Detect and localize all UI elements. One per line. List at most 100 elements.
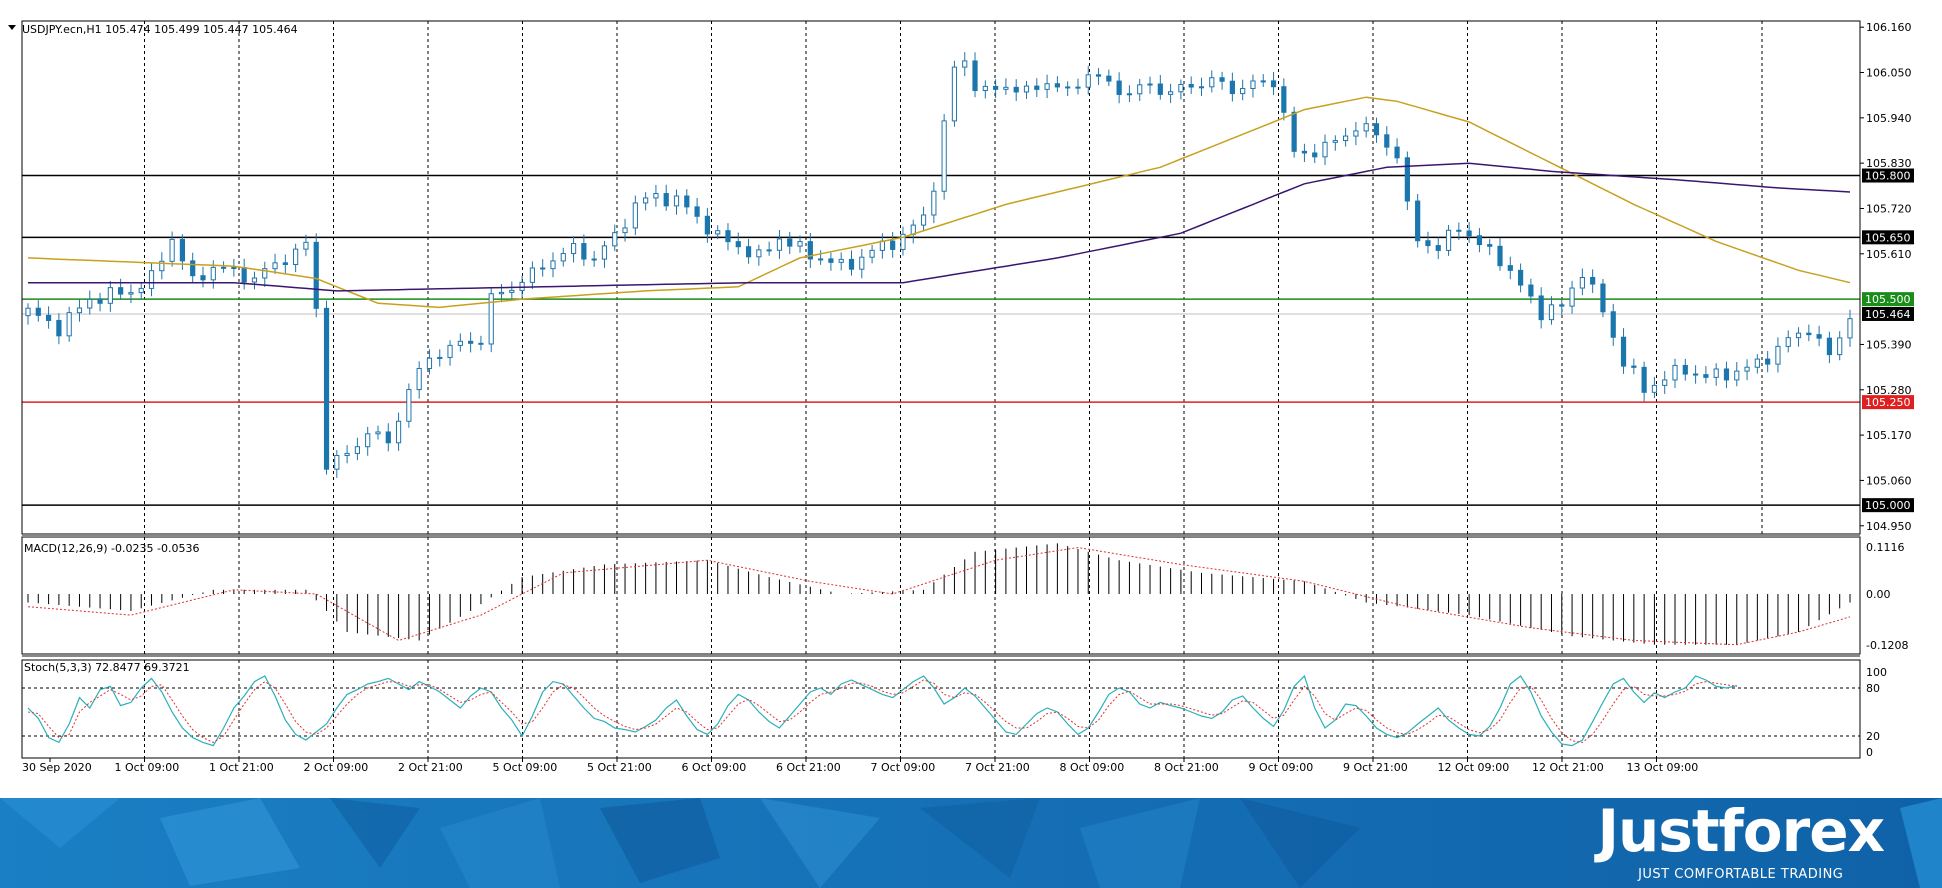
candle-body-bull xyxy=(1126,93,1133,96)
candle-body-bull xyxy=(488,293,494,345)
candle-body-bull xyxy=(931,190,937,216)
candle-body-bull xyxy=(560,253,566,262)
candle-body-bull xyxy=(406,389,412,422)
candle-body-bull xyxy=(1178,83,1184,93)
candle-body-bear xyxy=(1291,111,1297,152)
chart-grid xyxy=(144,21,1763,758)
price-level-tag xyxy=(1862,498,1914,513)
candle-body-bull xyxy=(1260,80,1266,83)
candle-body-bear xyxy=(1600,283,1606,313)
candle-body-bull xyxy=(128,292,134,295)
candle-body-bull xyxy=(210,266,216,281)
candle-body-bull xyxy=(715,230,721,235)
candle-body-bull xyxy=(1250,80,1256,89)
panel-frame xyxy=(21,20,1861,535)
candle-body-bear xyxy=(323,307,330,470)
candle-body-bull xyxy=(334,454,340,470)
candle-body-bear xyxy=(1301,150,1308,154)
macd-y-tick-label: 0.1116 xyxy=(1866,541,1905,554)
candle-body-bear xyxy=(1281,86,1287,113)
candle-body-bull xyxy=(1775,345,1781,365)
candle-body-bear xyxy=(1312,152,1318,158)
candle-body-bull xyxy=(1198,86,1205,89)
y-tick-label: 106.050 xyxy=(1866,67,1912,80)
candle-body-bull xyxy=(1754,358,1760,368)
candle-body-bull xyxy=(148,270,155,289)
x-tick-label: 8 Oct 09:00 xyxy=(1060,761,1125,774)
candle-body-bear xyxy=(468,340,474,344)
candle-body-bear xyxy=(1404,157,1410,202)
candle-body-bull xyxy=(1651,384,1658,393)
panel-frame xyxy=(21,659,1861,759)
candle-body-bear xyxy=(1610,311,1616,338)
candle-body-bear xyxy=(1476,235,1483,246)
candle-body-bear xyxy=(972,60,978,92)
stoch-header: Stoch(5,3,3) 72.8477 69.3721 xyxy=(24,661,190,674)
candle-body-bear xyxy=(1013,86,1019,93)
candle-body-bear xyxy=(1692,373,1699,376)
candle-body-bear xyxy=(766,249,772,252)
moving-average-fast xyxy=(27,96,1851,309)
candle-body-bear xyxy=(1219,77,1225,82)
candle-body-bear xyxy=(118,287,124,295)
candle-body-bull xyxy=(231,267,237,270)
candle-body-bull xyxy=(1445,229,1452,251)
trading-chart[interactable]: 105.800 105.650 105.500 105.250 105.000 105.4… xyxy=(0,0,1942,798)
candle-body-bull xyxy=(1209,77,1215,88)
x-tick-label: 5 Oct 21:00 xyxy=(587,761,652,774)
candle-body-bull xyxy=(447,344,453,358)
candle-body-bear xyxy=(1703,374,1709,378)
candle-body-bear xyxy=(1765,358,1771,365)
y-tick-label: 105.940 xyxy=(1866,112,1912,125)
candle-body-bear xyxy=(241,267,247,283)
candle-body-bear xyxy=(745,246,752,258)
candle-body-bull xyxy=(643,197,649,204)
candle-body-bear xyxy=(1456,229,1462,232)
candle-body-bull xyxy=(519,281,525,291)
axis-labels: 30 Sep 2020 1 Oct 09:00 1 Oct 21:00 2 Oct 0… xyxy=(22,21,1912,774)
y-tick-label: 105.830 xyxy=(1866,157,1912,170)
candle-body-bull xyxy=(251,277,258,283)
y-tick-label: 105.390 xyxy=(1866,338,1912,351)
candle-body-bear xyxy=(1188,83,1194,88)
price-levels: 105.800 105.650 105.500 105.250 105.000 105.4… xyxy=(22,168,1914,513)
candle-body-bear xyxy=(1620,336,1627,367)
macd-signal-line xyxy=(27,547,1851,646)
candle-body-bear xyxy=(1095,74,1102,77)
candle-body-bull xyxy=(395,420,402,444)
candle-body-bear xyxy=(56,319,62,337)
candle-body-bull xyxy=(437,356,443,359)
candle-body-bull xyxy=(673,195,680,207)
x-tick-label: 12 Oct 09:00 xyxy=(1438,761,1510,774)
candle-body-bear xyxy=(97,298,103,304)
candle-body-bear xyxy=(190,260,196,277)
candle-body-bull xyxy=(920,214,927,226)
x-tick-label: 9 Oct 21:00 xyxy=(1343,761,1408,774)
candle-body-bull xyxy=(869,249,875,258)
candle-body-bear xyxy=(1373,123,1380,136)
moving-averages xyxy=(27,96,1851,309)
candle-body-bull xyxy=(529,267,535,283)
dropdown-triangle-icon[interactable] xyxy=(8,25,16,30)
candle-body-bull xyxy=(776,238,783,251)
candle-body-bear xyxy=(735,241,741,248)
price-level-label: 105.000 xyxy=(1865,499,1911,512)
candle-body-bull xyxy=(416,367,422,391)
candle-body-bull xyxy=(272,262,278,270)
x-tick-label: 9 Oct 09:00 xyxy=(1249,761,1314,774)
stoch-signal-line xyxy=(27,679,1737,743)
candle-body-bull xyxy=(1734,370,1740,381)
candle-body-bull xyxy=(1147,83,1153,86)
candle-body-bear xyxy=(1106,75,1112,82)
x-tick-label: 6 Oct 21:00 xyxy=(776,761,841,774)
candle-body-bear xyxy=(540,267,546,270)
candle-body-bear xyxy=(807,241,813,260)
candle-body-bull xyxy=(1322,141,1328,158)
x-tick-label: 7 Oct 21:00 xyxy=(965,761,1030,774)
candle-body-bull xyxy=(1240,87,1246,95)
candle-body-bear xyxy=(787,238,793,247)
y-tick-label: 106.160 xyxy=(1866,21,1912,34)
x-tick-label: 6 Oct 09:00 xyxy=(682,761,747,774)
candle-body-bear xyxy=(1466,230,1472,237)
y-tick-label: 104.950 xyxy=(1866,520,1912,533)
